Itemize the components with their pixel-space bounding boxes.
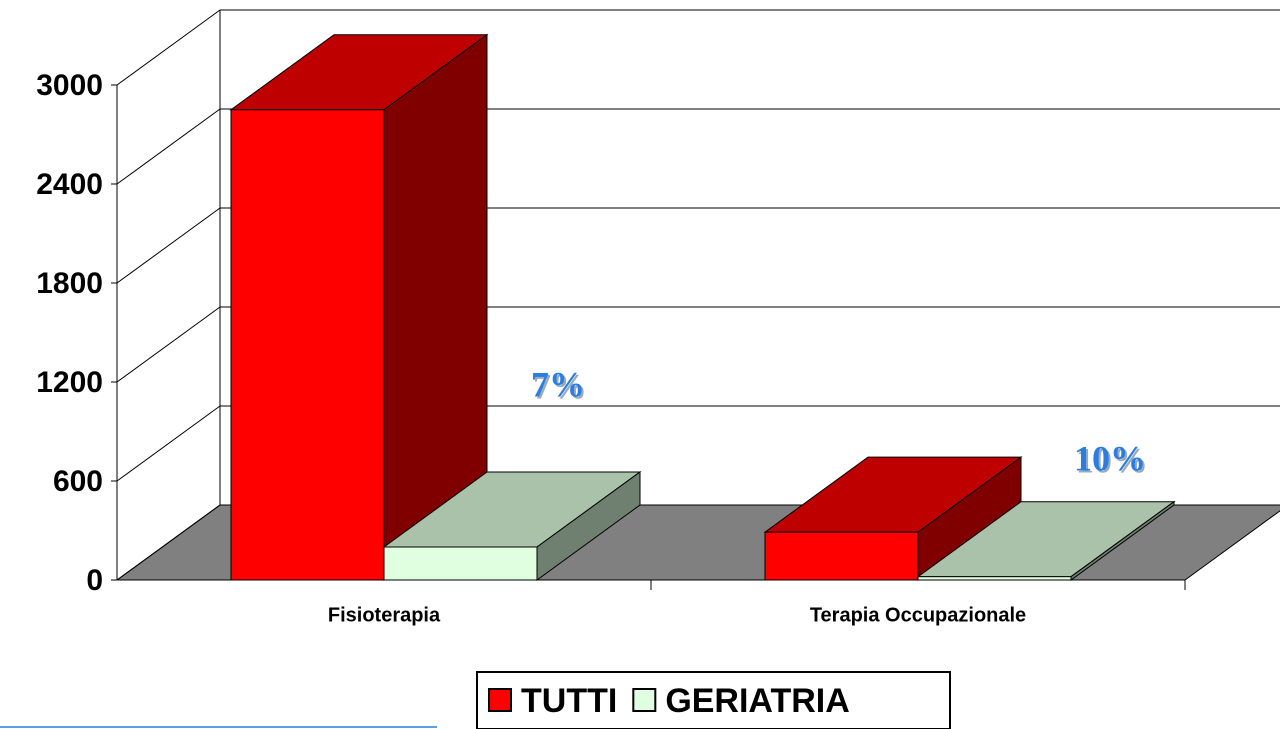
side-grid-line [116,306,221,383]
legend-label: TUTTI [521,682,617,720]
bar [917,576,1072,581]
legend-swatch [488,688,512,712]
legend [476,671,951,729]
y-tick-label: 600 [53,465,103,498]
annotation: 7% [531,364,585,404]
x-tick-label: Terapia Occupazionale [810,604,1026,626]
legend-swatch [632,688,657,712]
side-grid-line [116,405,221,482]
side-grid-line [116,108,221,185]
side-grid-line [116,9,221,86]
x-tick-label: Fisioterapia [328,604,441,626]
bar [383,546,538,581]
annotation-shadow: 7% [533,366,587,406]
y-tick-label: 1200 [36,366,103,399]
y-tick-label: 2400 [36,168,103,201]
side-grid-line [116,504,221,581]
bar [764,531,919,581]
y-tick-label: 1800 [36,267,103,300]
y-tick-label: 0 [86,564,103,597]
bar [230,109,385,581]
side-grid-line [116,207,221,284]
annotation-shadow: 10% [1076,440,1148,480]
annotation: 10% [1074,438,1146,478]
legend-label: GERIATRIA [665,682,849,720]
y-tick-label: 3000 [36,69,103,102]
